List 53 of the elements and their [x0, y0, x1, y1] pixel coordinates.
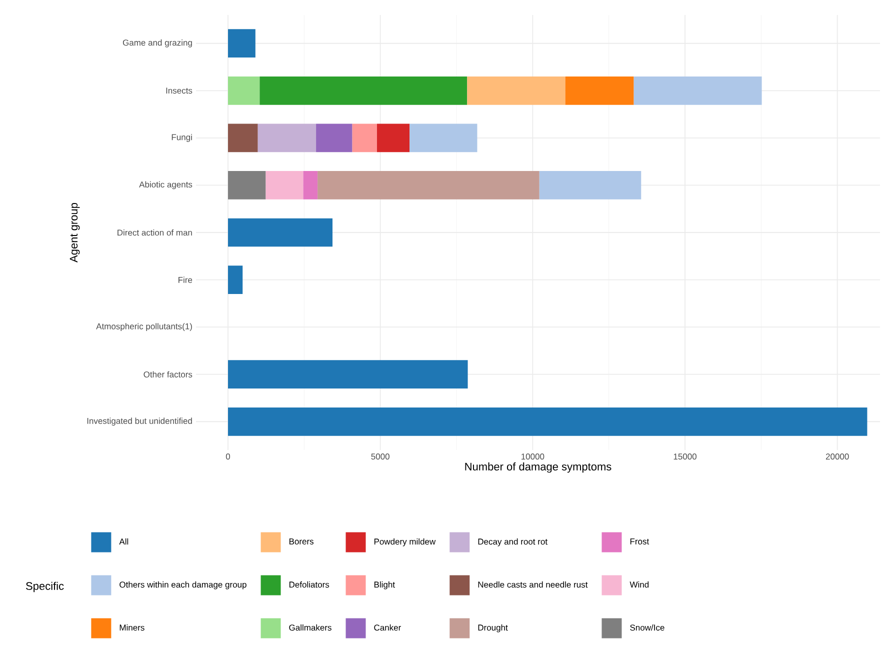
x-tick-label: 20000 — [826, 454, 849, 460]
y-tick-label: Insects — [166, 88, 192, 94]
bar — [316, 124, 352, 152]
legend-label: All — [119, 538, 128, 545]
legend-label: Snow/Ice — [630, 624, 664, 631]
y-tick-label: Investigated but unidentified — [87, 418, 192, 426]
bar — [303, 171, 318, 200]
legend-label: Blight — [374, 581, 395, 590]
x-axis-title: Number of damage symptoms — [465, 462, 612, 473]
legend-label: Powdery mildew — [374, 538, 436, 546]
legend-label: Wind — [630, 581, 649, 588]
x-tick-label: 15000 — [674, 454, 696, 460]
bar — [228, 218, 332, 247]
bar — [228, 171, 266, 200]
bar — [228, 76, 260, 105]
legend-label: Drought — [478, 624, 508, 632]
y-tick-label: Atmospheric pollutants(1) — [96, 323, 192, 332]
bar — [228, 29, 256, 58]
legend-label: Canker — [374, 624, 401, 631]
legend-label: Others within each damage group — [120, 581, 246, 590]
legend-label: Decay and root rot — [478, 538, 548, 546]
bar — [266, 171, 304, 200]
bar — [258, 124, 316, 152]
bar — [228, 360, 468, 389]
bar — [634, 76, 762, 105]
x-tick-label: 5000 — [371, 454, 390, 460]
legend-label: Defoliators — [289, 581, 330, 588]
bar — [228, 407, 868, 436]
x-tick-label: 10000 — [521, 454, 544, 460]
y-tick-label: Abiotic agents — [139, 181, 192, 190]
bar — [352, 124, 377, 152]
legend-label: Gallmakers — [289, 624, 332, 631]
bar — [228, 124, 258, 152]
y-tick-label: Fungi — [172, 134, 192, 142]
bar — [539, 171, 642, 200]
bar — [260, 76, 468, 105]
legend-title: Specific — [26, 582, 64, 592]
bar — [376, 124, 410, 152]
y-tick-label: Game and grazing — [122, 39, 192, 48]
bar — [565, 76, 634, 105]
legend-label: Borers — [289, 538, 314, 544]
legend-label: Needle casts and needle rust — [478, 581, 588, 588]
y-tick-label: Fire — [178, 276, 192, 283]
bar — [410, 124, 478, 152]
y-tick-label: Other factors — [144, 371, 192, 378]
y-tick-label: Direct action of man — [118, 229, 192, 236]
bar — [467, 76, 566, 105]
bar — [318, 171, 540, 200]
legend-label: Frost — [630, 538, 650, 544]
x-tick-label: 0 — [226, 454, 230, 460]
bar — [228, 266, 243, 294]
y-axis-title: Agent group — [70, 203, 80, 262]
legend-label: Miners — [120, 624, 144, 631]
